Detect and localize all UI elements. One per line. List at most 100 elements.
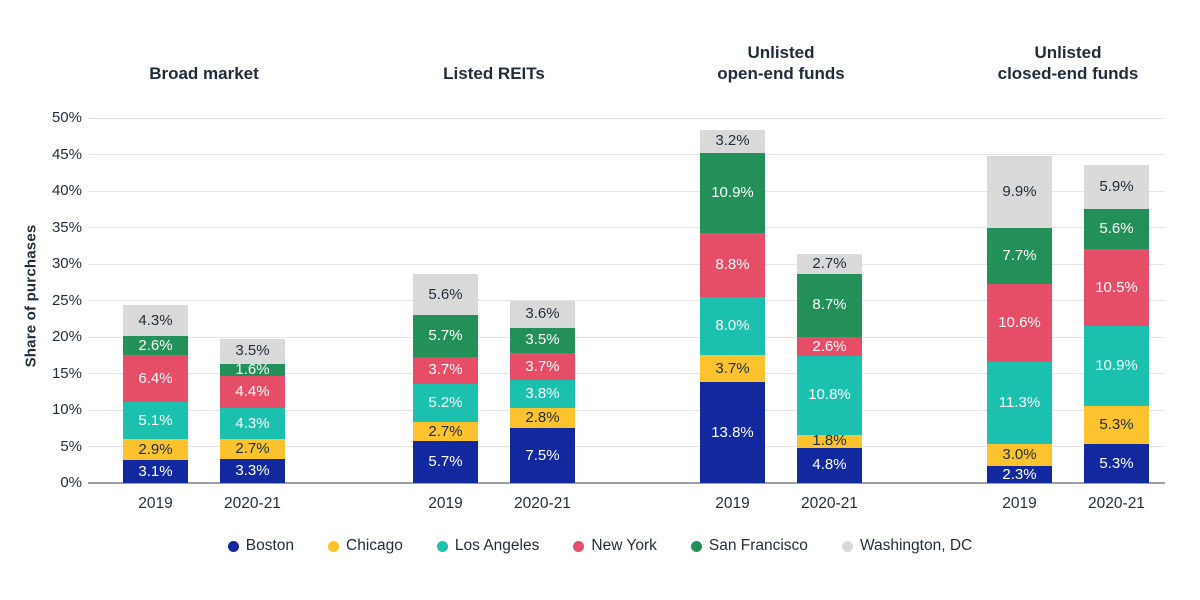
bar-segment-san-francisco: 8.7% [797, 273, 862, 338]
bar-segment-label: 2.6% [812, 337, 847, 355]
gridline [88, 336, 1165, 338]
group-title: Listed REITs [443, 64, 545, 83]
gridline [88, 409, 1165, 411]
gridline [88, 446, 1165, 447]
bar-segment-label: 3.5% [235, 342, 270, 360]
bar-segment-label: 1.8% [812, 432, 847, 450]
bar-segment-label: 10.8% [808, 386, 851, 404]
bar-segment-label: 5.9% [1099, 178, 1134, 196]
bar-segment-label: 5.3% [1099, 415, 1134, 433]
bar-segment-chicago: 2.7% [413, 421, 478, 442]
stacked-bar-unlisted-2019: 13.8% 3.7% 8.0% 8.8% 10.9% 3.2% [700, 129, 765, 483]
bar-segment-label: 11.3% [998, 394, 1041, 412]
bar-segment-chicago: 1.8% [797, 432, 862, 450]
bar-segment-label: 2.7% [812, 254, 847, 272]
stacked-bar-listed-reits-2020-21: 7.5% 2.8% 3.8% 3.7% 3.5% 3.6% [510, 301, 575, 483]
bar-segment-los-angeles: 10.9% [1084, 326, 1149, 406]
legend-item-new-york: New York [573, 537, 657, 555]
bar-segment-label: 5.6% [1099, 219, 1134, 237]
bar-segment-los-angeles: 3.8% [510, 380, 575, 408]
bar-segment-label: 2.7% [428, 422, 463, 440]
bar-segment-washington-dc: 4.3% [123, 304, 188, 337]
x-category-label: 2020-21 [514, 495, 571, 512]
bar-segment-label: 4.8% [812, 456, 847, 474]
x-category-label: 2019 [1002, 495, 1037, 512]
gridline [88, 300, 1165, 301]
bar-segment-washington-dc: 5.6% [413, 274, 478, 316]
legend-label: New York [591, 537, 657, 554]
bar-segment-los-angeles: 11.3% [987, 361, 1052, 445]
stacked-bar-broad-market-2020-21: 3.3% 2.7% 4.3% 4.4% 1.6% 3.5% [220, 338, 285, 483]
x-category-label: 2020-21 [801, 495, 858, 512]
bar-segment-label: 8.7% [812, 296, 847, 314]
bar-segment-los-angeles: 8.0% [700, 296, 765, 356]
bar-segment-washington-dc: 3.5% [220, 338, 285, 365]
y-tick-label: 45% [51, 145, 82, 163]
bar-segment-label: 3.3% [235, 461, 270, 479]
bar-segment-washington-dc: 9.9% [987, 156, 1052, 229]
x-category-label: 2019 [715, 495, 750, 512]
bar-segment-label: 3.1% [138, 462, 173, 480]
bar-segment-san-francisco: 7.7% [987, 228, 1052, 285]
bar-segment-label: 3.7% [715, 359, 750, 377]
bar-segment-label: 5.2% [428, 393, 463, 411]
bar-segment-washington-dc: 3.6% [510, 301, 575, 328]
legend-item-washington-dc: Washington, DC [841, 537, 972, 555]
bar-segment-new-york: 10.5% [1084, 249, 1149, 327]
bar-segment-san-francisco: 5.7% [413, 315, 478, 357]
bar-segment-label: 5.7% [428, 453, 463, 471]
legend-item-san-francisco: San Francisco [690, 537, 808, 555]
legend-item-los-angeles: Los Angeles [436, 537, 540, 555]
bar-segment-label: 3.0% [1002, 446, 1037, 464]
bar-segment-chicago: 3.7% [700, 355, 765, 383]
y-tick-label: 50% [51, 109, 82, 126]
bar-segment-new-york: 2.6% [797, 337, 862, 357]
bar-segment-new-york: 3.7% [413, 356, 478, 384]
bar-segment-label: 4.3% [138, 311, 173, 329]
y-tick-label: 10% [51, 401, 82, 418]
bar-segment-label: 8.0% [715, 317, 750, 335]
bar-segment-chicago: 2.9% [123, 439, 188, 461]
bar-segment-label: 2.6% [138, 336, 173, 354]
bar-segment-washington-dc: 3.2% [700, 129, 765, 154]
bar-segment-label: 2.3% [1002, 465, 1037, 483]
legend-swatch-washington-dc [841, 540, 853, 552]
bar-segment-san-francisco: 3.5% [510, 327, 575, 354]
bar-segment-boston: 5.3% [1084, 444, 1149, 483]
legend-item-chicago: Chicago [328, 537, 403, 555]
plot-area: 3.1% 2.9% 5.1% 6.4% 2.6% 4.3% 3.3% 2.7% 4.3% 4.4%… [88, 117, 1165, 484]
bar-segment-washington-dc: 2.7% [797, 253, 862, 274]
bar-segment-label: 6.4% [138, 369, 173, 387]
legend-swatch-chicago [328, 540, 340, 552]
bar-segment-label: 2.9% [138, 440, 173, 458]
gridline [88, 373, 1165, 374]
bar-segment-new-york: 3.7% [510, 353, 575, 381]
bar-segment-san-francisco: 2.6% [123, 336, 188, 356]
bar-segment-label: 7.7% [1002, 247, 1037, 265]
bar-segment-label: 3.6% [525, 305, 560, 323]
bar-segment-label: 8.8% [715, 255, 750, 273]
bar-segment-san-francisco: 5.6% [1084, 208, 1149, 250]
bar-segment-label: 10.9% [711, 183, 754, 201]
bar-segment-boston: 4.8% [797, 447, 862, 483]
gridline [88, 190, 1165, 192]
stacked-bar-unlisted-2020-21: 4.8% 1.8% 10.8% 2.6% 8.7% 2.7% [797, 253, 862, 483]
bar-segment-boston: 7.5% [510, 428, 575, 483]
bar-segment-label: 3.2% [715, 132, 750, 150]
group-title: Broad market [149, 64, 259, 83]
x-category-label: 2019 [428, 495, 463, 512]
bar-segment-chicago: 5.3% [1084, 405, 1149, 445]
y-axis-title: Share of purchases [22, 224, 40, 368]
legend-swatch-new-york [573, 540, 585, 552]
bar-segment-label: 9.9% [1002, 183, 1037, 201]
bar-segment-boston: 2.3% [987, 466, 1052, 483]
bar-segment-los-angeles: 5.2% [413, 383, 478, 422]
stacked-bar-unlisted-2019: 2.3% 3.0% 11.3% 10.6% 7.7% 9.9% [987, 156, 1052, 483]
legend-label: Los Angeles [454, 537, 540, 554]
stacked-bar-broad-market-2019: 3.1% 2.9% 5.1% 6.4% 2.6% 4.3% [123, 304, 188, 483]
bar-segment-new-york: 6.4% [123, 355, 188, 402]
group-title: Unlisted open-end funds [717, 43, 845, 83]
bar-segment-label: 4.3% [235, 414, 270, 432]
bar-segment-label: 10.6% [998, 314, 1041, 332]
